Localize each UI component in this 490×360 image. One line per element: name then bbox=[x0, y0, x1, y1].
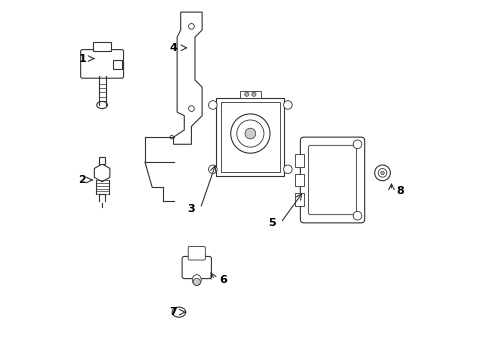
Bar bbox=[113, 60, 122, 69]
FancyBboxPatch shape bbox=[300, 137, 365, 223]
Bar bbox=[295, 174, 304, 186]
Bar bbox=[220, 102, 280, 172]
Circle shape bbox=[193, 278, 200, 285]
Circle shape bbox=[381, 171, 384, 175]
FancyBboxPatch shape bbox=[188, 247, 205, 260]
Text: 2: 2 bbox=[78, 175, 86, 185]
Polygon shape bbox=[95, 164, 110, 182]
Text: 3: 3 bbox=[188, 203, 195, 213]
Text: 4: 4 bbox=[170, 43, 177, 53]
Ellipse shape bbox=[97, 102, 107, 109]
Circle shape bbox=[189, 23, 194, 29]
Polygon shape bbox=[173, 12, 202, 144]
Circle shape bbox=[375, 165, 391, 181]
Circle shape bbox=[245, 128, 256, 139]
Text: 6: 6 bbox=[220, 275, 227, 285]
Circle shape bbox=[378, 168, 387, 177]
Ellipse shape bbox=[192, 275, 201, 285]
Text: 8: 8 bbox=[396, 186, 404, 196]
Circle shape bbox=[170, 135, 173, 139]
Circle shape bbox=[252, 92, 256, 96]
Bar bbox=[295, 193, 304, 206]
Circle shape bbox=[237, 120, 264, 147]
Bar bbox=[99, 157, 105, 164]
Bar bbox=[93, 42, 111, 51]
Bar bbox=[295, 154, 304, 167]
Circle shape bbox=[353, 140, 362, 149]
Circle shape bbox=[245, 92, 249, 96]
Circle shape bbox=[284, 101, 292, 109]
Text: 7: 7 bbox=[170, 307, 177, 317]
Circle shape bbox=[209, 165, 217, 174]
Circle shape bbox=[353, 211, 362, 220]
Text: 5: 5 bbox=[268, 218, 275, 228]
Circle shape bbox=[189, 106, 194, 111]
Bar bbox=[240, 91, 261, 98]
Circle shape bbox=[231, 114, 270, 153]
FancyBboxPatch shape bbox=[182, 256, 211, 279]
Circle shape bbox=[284, 165, 292, 174]
FancyBboxPatch shape bbox=[309, 145, 356, 215]
Ellipse shape bbox=[172, 307, 186, 317]
Bar bbox=[217, 98, 284, 176]
Circle shape bbox=[209, 101, 217, 109]
Ellipse shape bbox=[174, 309, 183, 315]
FancyBboxPatch shape bbox=[81, 50, 123, 78]
Text: 1: 1 bbox=[78, 54, 86, 64]
